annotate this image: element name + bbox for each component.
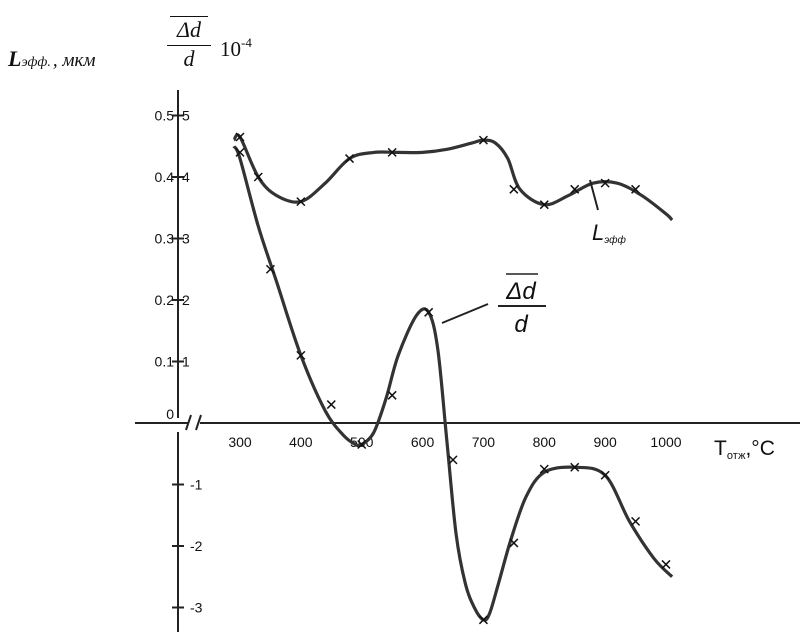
x-tick-label: 600 bbox=[411, 434, 435, 450]
y-axis-left-label: Lэфф., мкм bbox=[8, 46, 95, 72]
data-point-marker bbox=[478, 135, 488, 145]
data-point-marker bbox=[478, 615, 488, 625]
marker-stroke bbox=[570, 184, 580, 194]
y-tick-label-right: 2 bbox=[182, 292, 190, 308]
x-tick-label: 800 bbox=[533, 434, 557, 450]
data-point-marker bbox=[570, 184, 580, 194]
marker-stroke bbox=[509, 538, 519, 548]
x-axis-title: Tотж,°C bbox=[714, 437, 775, 462]
data-point-marker bbox=[296, 350, 306, 360]
data-point-marker bbox=[600, 470, 610, 480]
marker-stroke bbox=[326, 400, 336, 410]
y-tick-label-right: -1 bbox=[190, 477, 203, 493]
marker-stroke bbox=[235, 132, 245, 142]
marker-stroke bbox=[570, 462, 580, 472]
marker-stroke bbox=[661, 559, 671, 569]
y-tick-label-right: 3 bbox=[182, 231, 190, 247]
marker-stroke bbox=[424, 307, 434, 317]
y-tick-label-right: 5 bbox=[182, 108, 190, 124]
data-point-marker bbox=[235, 132, 245, 142]
marker-stroke bbox=[345, 154, 355, 164]
y-tick-label-right: -2 bbox=[190, 538, 203, 554]
x-tick-label: 400 bbox=[289, 434, 313, 450]
marker-stroke bbox=[357, 439, 367, 450]
y-axis-right-denominator: d bbox=[183, 46, 195, 71]
y-axis-right-scale: 10-4 bbox=[220, 35, 252, 62]
data-point-marker bbox=[387, 147, 397, 157]
scale-base: 10 bbox=[220, 37, 241, 61]
y-tick-label-right: 1 bbox=[182, 354, 190, 370]
y-tick-label-left: 0 bbox=[166, 406, 174, 422]
y-tick-label-right: 4 bbox=[182, 169, 190, 185]
marker-stroke bbox=[296, 350, 306, 360]
data-point-marker bbox=[235, 147, 245, 157]
annotation-labels: Lэфф Δd d bbox=[441, 179, 627, 338]
data-point-marker bbox=[296, 197, 306, 207]
y-axis-left-subscript: эфф. bbox=[21, 55, 51, 70]
fraction-bar bbox=[167, 45, 211, 46]
marker-stroke bbox=[631, 516, 641, 526]
data-point-marker bbox=[265, 264, 275, 274]
series-label-leader-dd bbox=[441, 303, 489, 324]
series-line-0 bbox=[232, 133, 674, 222]
y-tick-label-left: 0.4 bbox=[155, 169, 175, 185]
y-tick-label-left: 0.5 bbox=[155, 108, 175, 124]
data-point-marker bbox=[424, 307, 434, 317]
series-label-dd-denominator: d bbox=[514, 311, 528, 338]
data-point-marker bbox=[345, 154, 355, 164]
data-point-marker bbox=[326, 400, 336, 410]
marker-stroke bbox=[265, 264, 275, 274]
series-label-leader-L bbox=[589, 179, 599, 211]
marker-stroke bbox=[539, 200, 549, 210]
data-point-marker bbox=[570, 462, 580, 472]
marker-stroke bbox=[478, 135, 488, 145]
x-tick-label: 700 bbox=[472, 434, 496, 450]
data-point-marker bbox=[509, 184, 519, 194]
data-point-marker bbox=[539, 200, 549, 210]
y-tick-label-left: 0.2 bbox=[155, 292, 175, 308]
y-tick-label-left: 0.1 bbox=[155, 354, 175, 370]
marker-stroke bbox=[296, 197, 306, 207]
data-point-marker bbox=[631, 184, 641, 194]
marker-stroke bbox=[387, 147, 397, 157]
series-label-dd-numerator: Δd bbox=[505, 278, 536, 305]
marker-stroke bbox=[448, 455, 458, 465]
axes bbox=[135, 90, 800, 632]
data-point-marker bbox=[387, 390, 397, 400]
marker-stroke bbox=[235, 147, 245, 157]
data-point-marker bbox=[509, 538, 519, 548]
marker-stroke bbox=[253, 172, 263, 182]
data-point-marker bbox=[539, 464, 549, 474]
y-axis-right-label-fraction: Δd d bbox=[164, 16, 214, 72]
data-point-marker bbox=[253, 172, 263, 182]
marker-stroke bbox=[509, 184, 519, 194]
y-tick-label-left: 0.3 bbox=[155, 231, 175, 247]
y-axis-left-unit: , мкм bbox=[52, 50, 96, 71]
x-tick-label: 300 bbox=[228, 434, 252, 450]
axis-break-mark bbox=[195, 414, 202, 431]
y-axis-left-symbol: L bbox=[8, 46, 22, 71]
series-group bbox=[232, 132, 674, 625]
series-line-1 bbox=[232, 145, 674, 622]
marker-stroke bbox=[387, 390, 397, 400]
data-point-marker bbox=[661, 559, 671, 569]
y-tick-label-right: -3 bbox=[190, 600, 203, 616]
data-point-marker bbox=[357, 439, 367, 450]
axis-break-mark bbox=[185, 414, 192, 431]
x-tick-label: 1000 bbox=[650, 434, 681, 450]
marker-stroke bbox=[539, 464, 549, 474]
marker-stroke bbox=[631, 184, 641, 194]
scale-exponent: -4 bbox=[241, 35, 252, 50]
marker-stroke bbox=[478, 615, 488, 625]
data-point-marker bbox=[448, 455, 458, 465]
data-point-marker bbox=[631, 516, 641, 526]
y-axis-right-numerator: Δd bbox=[170, 16, 208, 43]
x-tick-label: 900 bbox=[593, 434, 617, 450]
series-label-L: Lэфф bbox=[592, 220, 627, 246]
marker-stroke bbox=[600, 470, 610, 480]
marker-stroke bbox=[600, 178, 610, 188]
data-point-marker bbox=[600, 178, 610, 188]
